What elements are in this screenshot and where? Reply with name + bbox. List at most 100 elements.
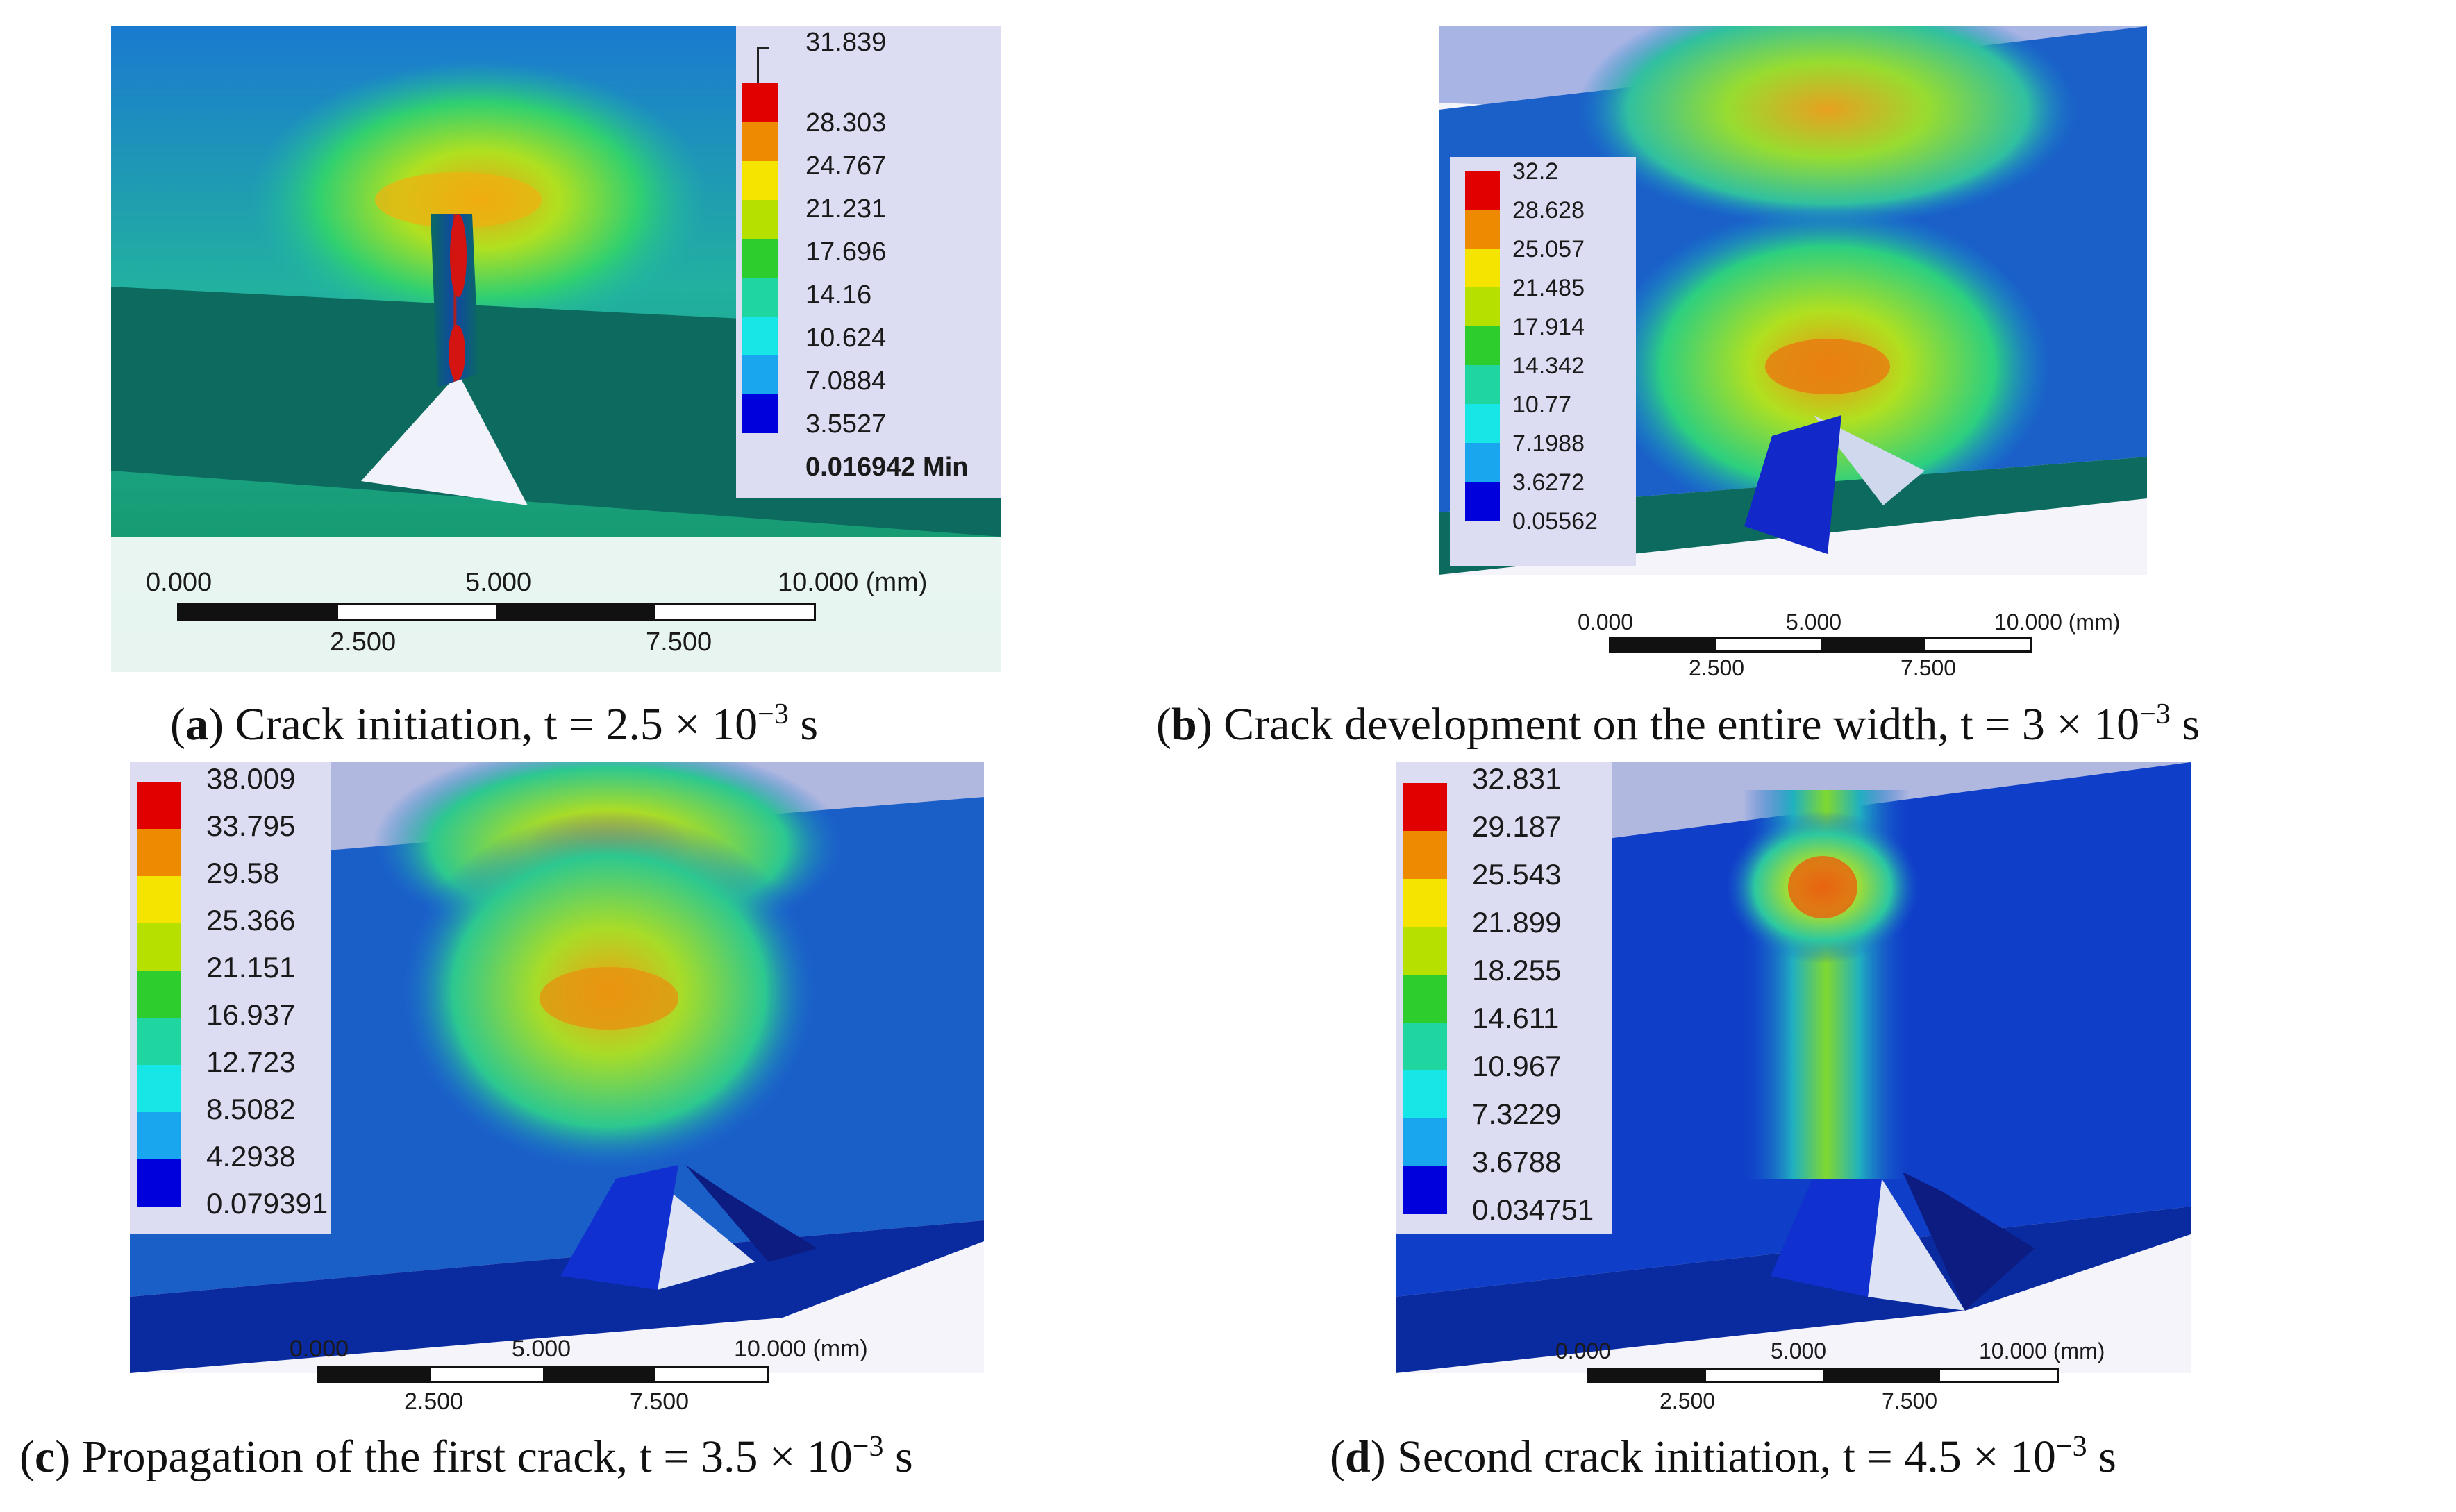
legend-value-6: 16.937: [206, 998, 296, 1031]
scale-label-0: 0.000: [1578, 610, 1634, 635]
caption-c-unit: s: [883, 1431, 913, 1482]
scale-label-10: 10.000 (mm): [1979, 1338, 2105, 1363]
legend-value-3: 24.767: [805, 151, 887, 180]
legend-value-9: 3.6788: [1472, 1145, 1562, 1178]
legend-value-1: 32.831: [1472, 762, 1562, 795]
legend-value-1: 31.839: [805, 28, 887, 57]
scale-segments: [1609, 637, 2032, 653]
scale-label-0: 0.000: [290, 1336, 349, 1362]
legend-swatch-9: [1465, 482, 1500, 521]
legend-swatch-5: [1403, 975, 1447, 1023]
legend-value-6: 14.342: [1512, 353, 1585, 379]
caption-d: (d) Second crack initiation, t = 4.5 × 1…: [1330, 1431, 2116, 1482]
legend-swatch-5: [1465, 326, 1500, 365]
legend-value-9: 4.2938: [206, 1140, 296, 1173]
legend-swatch-2: [742, 122, 778, 161]
legend-value-3: 25.543: [1472, 858, 1562, 891]
panel-b-simulation: 32.2 28.628 25.057 21.485 17.914 14.342 …: [1439, 26, 2147, 682]
scale-label-5: 5.000: [465, 568, 532, 597]
caption-d-letter: d: [1344, 1431, 1371, 1482]
legend-swatch-4: [1465, 287, 1500, 326]
panel-c-scale-bar: 0.000 5.000 10.000 (mm) 2.500 7.500: [290, 1336, 984, 1422]
scale-label-0: 0.000: [1555, 1338, 1612, 1363]
legend-swatch-8: [742, 355, 778, 394]
scale-label-10: 10.000 (mm): [734, 1336, 868, 1362]
panel-b-color-legend: 32.2 28.628 25.057 21.485 17.914 14.342 …: [1450, 157, 1636, 566]
legend-swatch-8: [1465, 443, 1500, 482]
scale-label-7-5: 7.500: [630, 1388, 690, 1415]
legend-swatch-8: [1403, 1118, 1447, 1166]
legend-value-5: 17.696: [805, 237, 887, 267]
legend-color-bar: [1403, 783, 1447, 1214]
scale-label-10: 10.000 (mm): [1994, 610, 2121, 635]
legend-swatch-9: [742, 394, 778, 433]
panel-b-scale-bar: 0.000 5.000 10.000 (mm) 2.500 7.500: [1508, 610, 2133, 680]
caption-b-exp: −3: [2139, 698, 2171, 730]
legend-min-value: 0.016942 Min: [805, 453, 969, 482]
legend-swatch-1: [742, 83, 778, 122]
legend-value-5: 21.151: [206, 951, 296, 984]
legend-value-5: 18.255: [1472, 954, 1562, 986]
panel-d-color-legend: 32.831 29.187 25.543 21.899 18.255 14.61…: [1396, 762, 1612, 1234]
legend-value-8: 7.1988: [1512, 430, 1585, 457]
legend-swatch-1: [1403, 783, 1447, 831]
legend-value-10: 0.034751: [1472, 1193, 1594, 1226]
legend-value-4: 21.485: [1512, 275, 1585, 301]
legend-swatch-3: [1465, 249, 1500, 287]
caption-a-exp: −3: [758, 698, 789, 730]
legend-value-7: 10.624: [805, 324, 887, 353]
legend-value-2: 28.303: [805, 108, 887, 137]
legend-swatch-7: [137, 1065, 181, 1112]
legend-value-8: 7.3229: [1472, 1098, 1562, 1130]
scale-segments: [1587, 1368, 2059, 1383]
legend-swatch-3: [1403, 879, 1447, 927]
caption-b-letter: b: [1171, 699, 1197, 750]
legend-value-7: 10.77: [1512, 392, 1572, 418]
panel-c-stress-contour: [130, 762, 984, 1422]
legend-value-10: 0.05562: [1512, 508, 1598, 535]
legend-value-5: 17.914: [1512, 314, 1585, 340]
legend-value-2: 33.795: [206, 809, 296, 842]
legend-value-8: 7.0884: [805, 367, 887, 396]
legend-swatch-6: [1465, 365, 1500, 404]
caption-b: (b) Crack development on the entire widt…: [1156, 698, 2200, 750]
scale-label-10: 10.000 (mm): [778, 568, 928, 597]
scale-label-5: 5.000: [1771, 1338, 1827, 1363]
legend-swatch-5: [137, 971, 181, 1018]
panel-d-scale-bar: 0.000 5.000 10.000 (mm) 2.500 7.500: [1548, 1338, 2191, 1422]
legend-swatch-7: [1403, 1070, 1447, 1118]
scale-label-2-5: 2.500: [404, 1388, 464, 1415]
caption-d-text: ) Second crack initiation, t = 4.5 × 10: [1370, 1431, 2056, 1482]
legend-value-7: 10.967: [1472, 1050, 1562, 1082]
legend-value-4: 21.899: [1472, 906, 1562, 939]
legend-swatch-4: [742, 200, 778, 239]
legend-value-10: 0.079391: [206, 1187, 328, 1220]
caption-c: (c) Propagation of the first crack, t = …: [19, 1431, 913, 1482]
legend-swatch-6: [137, 1018, 181, 1065]
legend-value-3: 25.057: [1512, 236, 1585, 262]
panel-a-simulation: 31.839 28.303 24.767 21.231 17.696 14.16…: [111, 26, 1001, 672]
scale-label-5: 5.000: [1786, 610, 1842, 635]
caption-c-text: ) Propagation of the first crack, t = 3.…: [55, 1431, 853, 1482]
legend-value-3: 29.58: [206, 857, 280, 889]
scale-label-2-5: 2.500: [1660, 1388, 1716, 1413]
legend-color-bar: [1465, 171, 1500, 525]
legend-swatch-3: [742, 161, 778, 200]
panel-a-color-legend: 31.839 28.303 24.767 21.231 17.696 14.16…: [736, 26, 1001, 498]
legend-color-bar: [742, 83, 778, 472]
caption-b-text: ) Crack development on the entire width,…: [1196, 699, 2140, 750]
legend-value-1: 32.2: [1512, 158, 1559, 185]
legend-value-8: 8.5082: [206, 1093, 296, 1125]
caption-d-unit: s: [2087, 1431, 2116, 1482]
legend-swatch-4: [1403, 927, 1447, 975]
caption-a-text: ) Crack initiation, t = 2.5 × 10: [208, 699, 758, 750]
legend-color-bar: [137, 782, 181, 1212]
legend-value-4: 25.366: [206, 904, 296, 936]
legend-swatch-4: [137, 923, 181, 971]
legend-swatch-2: [1403, 831, 1447, 879]
scale-label-2-5: 2.500: [330, 628, 396, 657]
caption-b-unit: s: [2170, 699, 2200, 750]
legend-swatch-6: [742, 278, 778, 317]
legend-value-9: 3.5527: [805, 410, 887, 439]
legend-swatch-7: [1465, 404, 1500, 443]
